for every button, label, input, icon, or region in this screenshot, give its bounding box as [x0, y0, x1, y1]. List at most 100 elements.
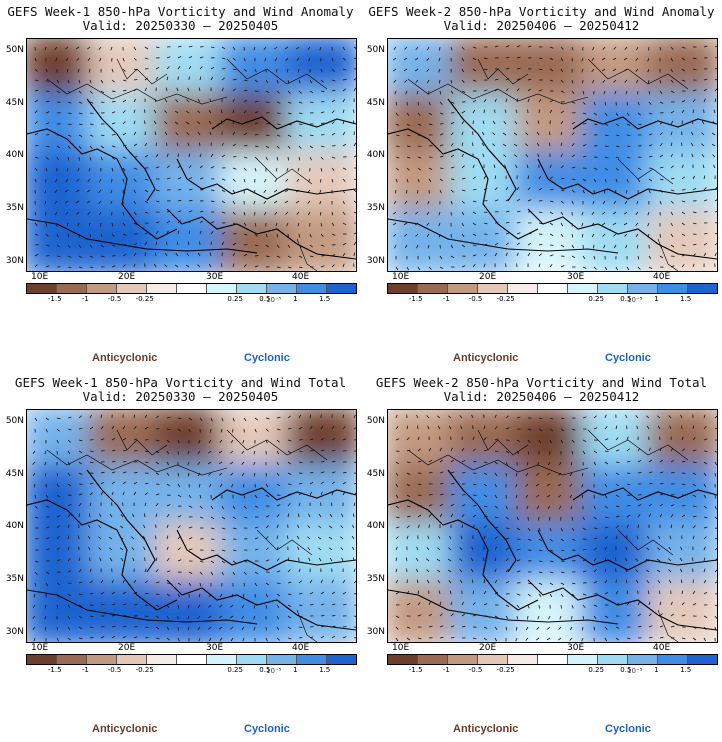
wind-arrow	[208, 263, 212, 268]
wind-arrow	[681, 189, 686, 191]
wind-arrow	[494, 199, 499, 202]
wind-arrow	[122, 253, 127, 257]
wind-arrow	[342, 414, 345, 419]
wind-arrow	[626, 145, 631, 147]
wind-arrow	[221, 538, 226, 541]
wind-arrow	[232, 428, 234, 433]
wind-arrow	[602, 46, 606, 50]
wind-arrow	[549, 593, 553, 598]
wind-arrow	[395, 156, 400, 159]
wind-arrow	[571, 604, 574, 609]
wind-arrow	[714, 581, 717, 584]
wind-arrow	[448, 415, 452, 419]
wind-arrow	[89, 233, 91, 238]
wind-arrow	[613, 79, 617, 83]
wind-arrow	[67, 558, 71, 562]
latitude-label: 40N	[5, 521, 24, 531]
wind-arrow	[243, 144, 248, 147]
wind-arrow	[66, 222, 69, 227]
wind-arrow	[221, 571, 224, 576]
wind-arrow	[659, 503, 664, 507]
wind-arrow	[692, 109, 695, 114]
wind-arrow	[34, 417, 38, 422]
wind-arrow	[505, 88, 509, 92]
coastline	[572, 116, 717, 130]
wind-arrow	[538, 68, 543, 71]
wind-arrow	[450, 255, 455, 259]
wind-arrow	[404, 46, 408, 50]
wind-arrow	[395, 461, 400, 465]
wind-arrow	[571, 255, 576, 259]
wind-arrow	[78, 255, 83, 259]
wind-arrow	[100, 604, 105, 606]
wind-arrow	[560, 571, 565, 574]
wind-arrow	[45, 100, 50, 103]
wind-arrow	[681, 222, 686, 226]
coastline	[166, 579, 356, 631]
wind-arrow	[88, 546, 91, 551]
wind-arrow	[560, 57, 564, 62]
wind-arrow	[221, 527, 226, 530]
wind-arrow	[276, 483, 281, 487]
wind-arrow	[166, 416, 171, 419]
wind-arrow	[505, 232, 510, 235]
wind-arrow	[527, 187, 531, 191]
wind-arrow	[692, 494, 697, 498]
colorbar-swatch	[57, 655, 87, 664]
longitude-label: 30E	[567, 643, 585, 653]
wind-arrow	[67, 145, 71, 149]
wind-arrow	[395, 526, 400, 529]
wind-arrow	[100, 591, 105, 595]
wind-arrow	[177, 494, 182, 498]
wind-arrow	[34, 110, 38, 114]
vorticity-cell	[647, 93, 717, 159]
wind-arrow	[276, 266, 281, 268]
wind-arrow	[536, 494, 540, 498]
coastline	[211, 487, 356, 501]
wind-arrow	[56, 604, 58, 609]
wind-arrow	[560, 527, 563, 532]
wind-arrow	[714, 527, 717, 529]
wind-arrow	[417, 156, 422, 159]
wind-arrow	[276, 570, 281, 573]
wind-arrow	[646, 415, 650, 419]
wind-arrow	[78, 615, 83, 619]
wind-arrow	[331, 471, 336, 474]
wind-arrow	[439, 636, 444, 639]
wind-arrow	[461, 211, 465, 216]
wind-arrow	[648, 266, 653, 269]
wind-arrow	[198, 87, 201, 92]
wind-arrow	[56, 626, 58, 631]
colorbar-swatch	[327, 284, 356, 293]
wind-arrow	[298, 580, 302, 584]
wind-arrow	[89, 580, 93, 584]
wind-arrow	[417, 112, 421, 116]
wind-arrow	[111, 100, 116, 103]
wind-arrow	[342, 79, 347, 81]
panel-title: GEFS Week-2 850-hPa Vorticity and Wind T…	[375, 375, 708, 390]
wind-arrow	[254, 526, 259, 529]
wind-arrow	[122, 603, 127, 606]
wind-arrow	[155, 461, 160, 465]
wind-arrow	[404, 200, 408, 205]
wind-arrow	[34, 494, 37, 499]
wind-arrow	[210, 505, 214, 510]
wind-arrow	[648, 79, 650, 84]
wind-arrow	[670, 200, 674, 204]
wind-arrow	[560, 79, 564, 83]
wind-arrow	[166, 483, 171, 487]
wind-arrow	[558, 472, 562, 476]
wind-arrow	[298, 90, 302, 94]
wind-arrow	[593, 123, 598, 126]
wind-arrow	[439, 79, 441, 84]
wind-arrow	[98, 46, 102, 50]
wind-arrow	[111, 635, 116, 639]
wind-arrow	[287, 461, 292, 465]
cyclonic-label: Cyclonic	[244, 723, 290, 735]
panel-week1-total: GEFS Week-1 850-hPa Vorticity and Wind T…	[0, 371, 361, 742]
wind-arrow	[448, 425, 452, 430]
colorbar	[26, 654, 357, 665]
wind-arrow	[395, 266, 399, 271]
wind-arrow	[56, 536, 60, 540]
wind-arrow	[428, 504, 433, 507]
